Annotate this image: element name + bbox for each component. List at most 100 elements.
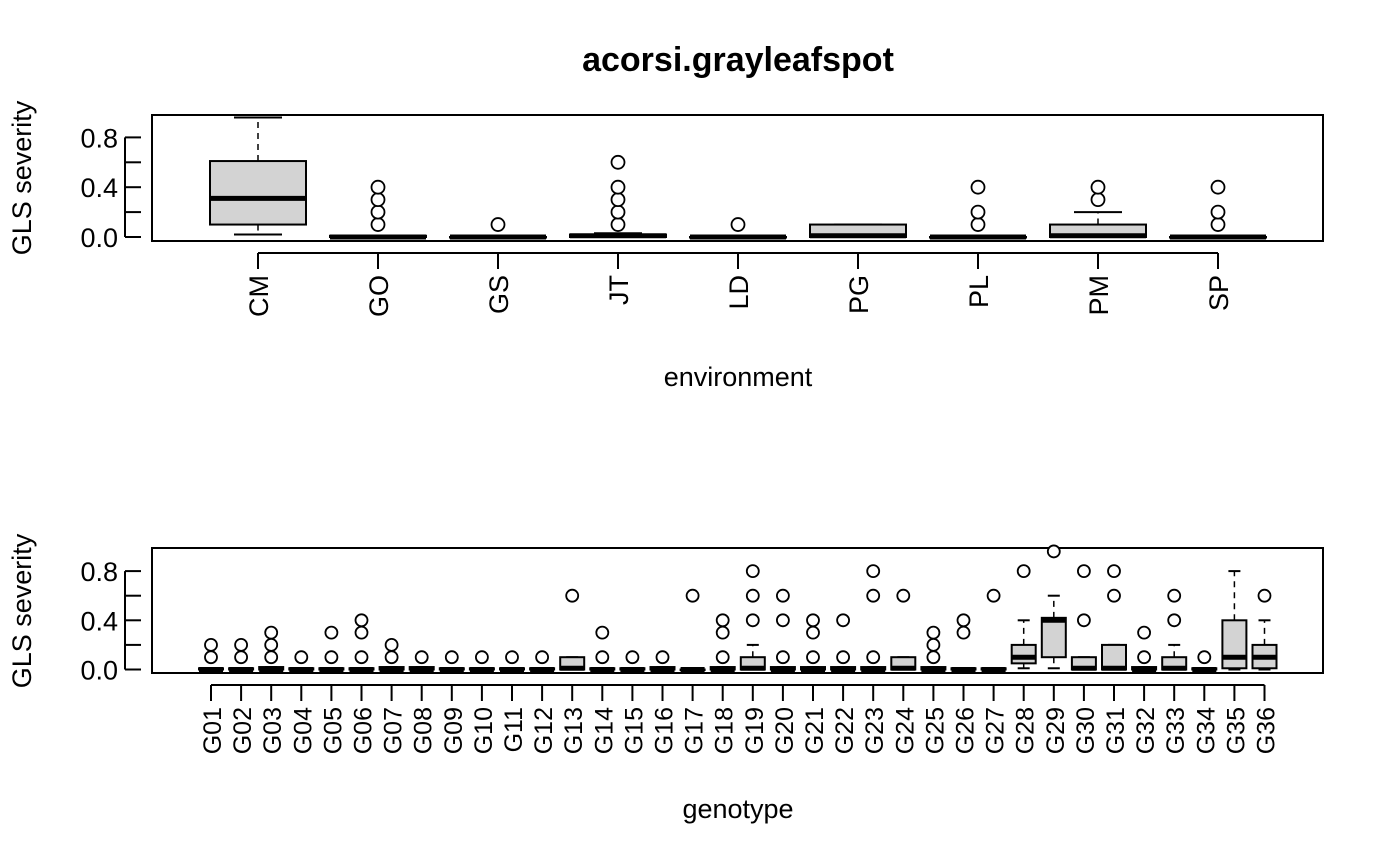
box-rect bbox=[1040, 616, 1067, 659]
box-g12 bbox=[529, 650, 556, 672]
outlier-point bbox=[610, 192, 626, 208]
outlier-point bbox=[926, 638, 941, 652]
outlier-point bbox=[324, 650, 339, 665]
outlier-point bbox=[324, 625, 339, 640]
box-g34 bbox=[1191, 650, 1218, 672]
box-g19 bbox=[739, 564, 766, 671]
outlier-point bbox=[264, 650, 279, 665]
box-sp bbox=[1169, 179, 1267, 240]
x-tick-label-g23: G23 bbox=[861, 707, 889, 754]
box-g03 bbox=[258, 625, 285, 672]
x-tick-label-g26: G26 bbox=[952, 707, 980, 754]
box-g16 bbox=[649, 650, 676, 672]
x-tick-label-g03: G03 bbox=[259, 707, 287, 754]
x-tick-label-g12: G12 bbox=[530, 707, 558, 754]
outlier-point bbox=[655, 650, 670, 665]
y-tick-label: 0.0 bbox=[80, 223, 118, 253]
outlier-point bbox=[204, 638, 218, 652]
outlier-point bbox=[715, 650, 730, 665]
x-tick-label-g19: G19 bbox=[741, 707, 769, 754]
box-rect bbox=[209, 160, 307, 226]
outlier-point bbox=[866, 650, 881, 665]
outlier-point bbox=[370, 179, 386, 195]
outlier-point bbox=[444, 650, 459, 665]
outlier-point bbox=[370, 217, 386, 232]
box-g25 bbox=[920, 625, 947, 672]
outlier-point bbox=[384, 650, 399, 665]
y-tick-label: 0.4 bbox=[80, 173, 118, 203]
outlier-point bbox=[986, 588, 1001, 603]
outlier-point bbox=[1197, 650, 1212, 665]
outlier-point bbox=[1077, 613, 1091, 628]
outlier-point bbox=[776, 613, 790, 628]
outlier-point bbox=[414, 650, 429, 665]
x-tick-label-g25: G25 bbox=[921, 707, 949, 754]
box-g05 bbox=[318, 625, 345, 672]
box-g27 bbox=[980, 588, 1007, 672]
outlier-point bbox=[370, 192, 386, 208]
box-g06 bbox=[348, 613, 375, 672]
outlier-point bbox=[776, 650, 790, 665]
outlier-point bbox=[1107, 588, 1121, 603]
outlier-point bbox=[866, 588, 881, 603]
outlier-point bbox=[745, 613, 760, 628]
outlier-point bbox=[505, 650, 519, 665]
box-g15 bbox=[619, 650, 646, 672]
x-tick-label-g21: G21 bbox=[801, 707, 829, 754]
outlier-point bbox=[1090, 192, 1106, 208]
box-g04 bbox=[288, 650, 315, 672]
outlier-point bbox=[354, 625, 369, 640]
x-tick-label-g34: G34 bbox=[1192, 707, 1220, 754]
outlier-point bbox=[264, 625, 279, 640]
box-g24 bbox=[890, 588, 917, 671]
box-rect bbox=[1010, 643, 1037, 665]
outlier-point bbox=[1107, 564, 1121, 578]
box-g23 bbox=[860, 564, 887, 672]
outlier-point bbox=[956, 613, 971, 628]
x-tick-label-g13: G13 bbox=[560, 707, 588, 754]
x-tick-label-g24: G24 bbox=[891, 707, 919, 754]
outlier-point bbox=[730, 217, 746, 232]
outlier-point bbox=[264, 638, 279, 652]
outlier-point bbox=[956, 625, 971, 640]
box-g14 bbox=[589, 625, 616, 672]
box-g01 bbox=[198, 638, 224, 672]
outlier-point bbox=[806, 613, 820, 628]
outlier-point bbox=[354, 613, 369, 628]
outlier-point bbox=[610, 179, 626, 195]
outlier-point bbox=[926, 650, 941, 665]
y-tick-label: 0.8 bbox=[80, 557, 118, 587]
box-g10 bbox=[468, 650, 495, 672]
x-tick-label-g01: G01 bbox=[199, 707, 227, 754]
outlier-point bbox=[970, 204, 986, 220]
x-tick-label-pg: PG bbox=[844, 275, 874, 314]
x-tick-label-ld: LD bbox=[724, 275, 754, 310]
box-g30 bbox=[1070, 564, 1097, 671]
box-cm bbox=[209, 116, 307, 236]
x-tick-label-g07: G07 bbox=[380, 707, 408, 754]
x-tick-label-cm: CM bbox=[244, 275, 274, 317]
box-g33 bbox=[1161, 588, 1188, 671]
outlier-point bbox=[1090, 179, 1106, 195]
outlier-point bbox=[1046, 544, 1061, 559]
x-tick-label-g32: G32 bbox=[1132, 707, 1160, 754]
x-tick-label-g29: G29 bbox=[1042, 707, 1070, 754]
box-g36 bbox=[1251, 588, 1278, 671]
outlier-point bbox=[1137, 650, 1151, 665]
x-tick-label-pl: PL bbox=[964, 275, 994, 308]
outlier-point bbox=[565, 588, 580, 603]
outlier-point bbox=[836, 613, 850, 628]
y-axis-label-top: GLS severity bbox=[7, 100, 37, 255]
outlier-point bbox=[745, 588, 760, 603]
x-tick-label-g05: G05 bbox=[319, 707, 347, 754]
outlier-point bbox=[1137, 625, 1151, 640]
x-tick-label-jt: JT bbox=[604, 275, 634, 305]
outlier-point bbox=[1167, 613, 1182, 628]
box-g02 bbox=[228, 638, 255, 672]
x-tick-label-g11: G11 bbox=[500, 707, 528, 752]
box-g09 bbox=[438, 650, 465, 672]
x-tick-label-g20: G20 bbox=[771, 707, 799, 754]
x-tick-label-g08: G08 bbox=[410, 707, 438, 754]
x-tick-label-g16: G16 bbox=[651, 707, 679, 754]
